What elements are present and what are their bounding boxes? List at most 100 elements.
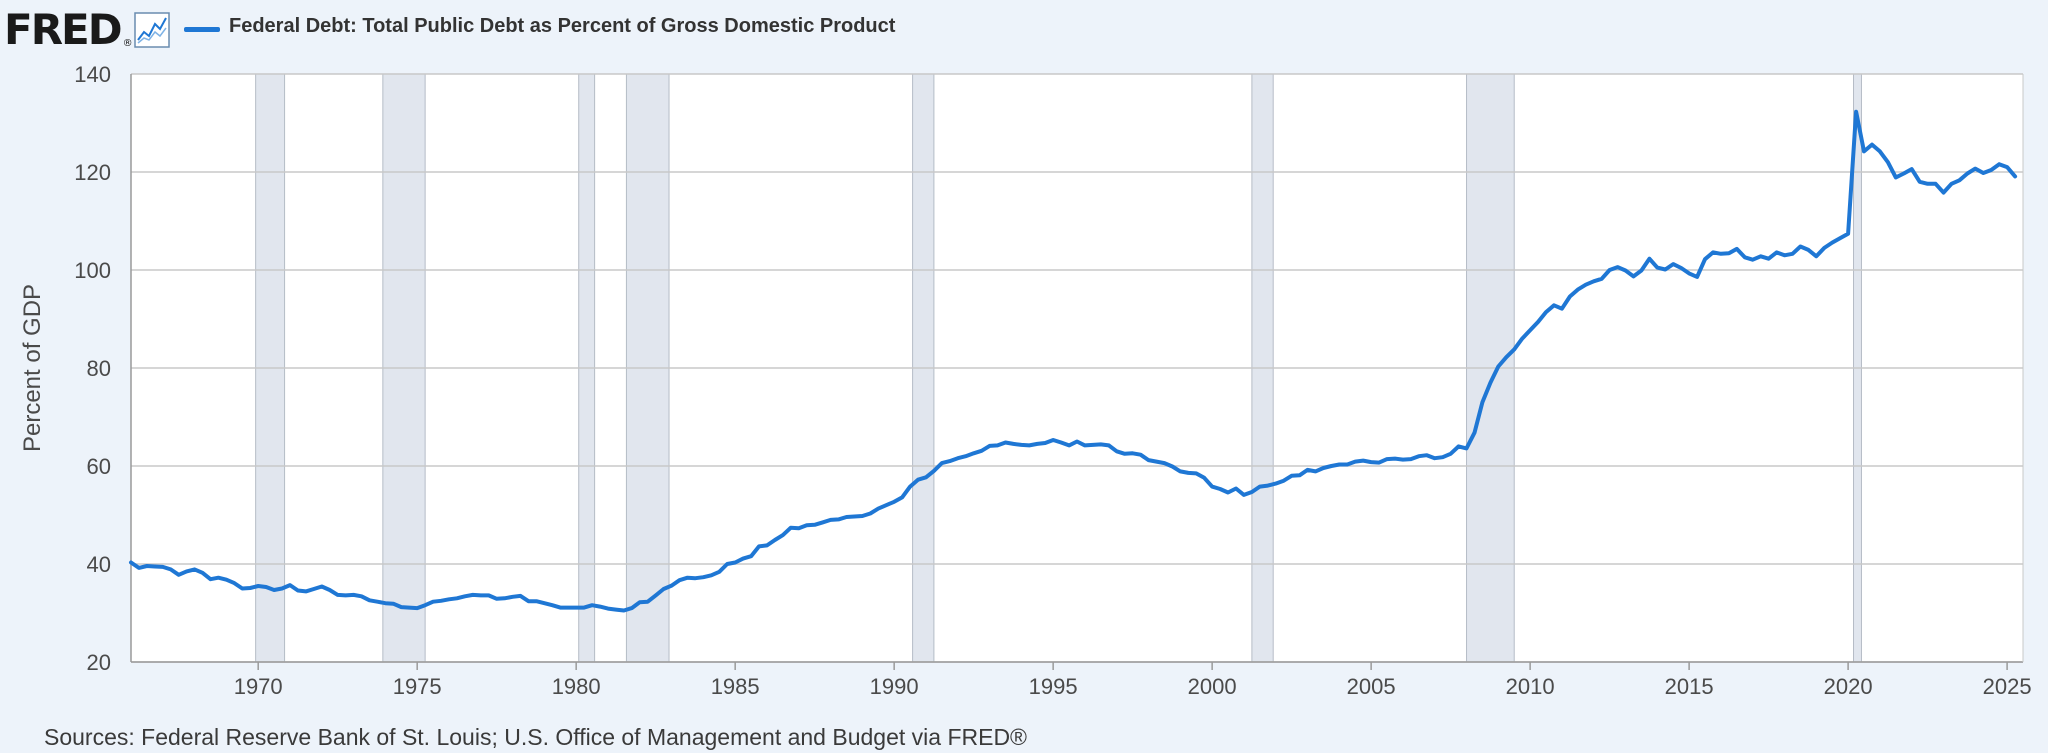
data-point: [471, 593, 475, 597]
data-point: [487, 594, 490, 597]
data-point: [1139, 453, 1142, 456]
y-tick-label: 80: [87, 356, 111, 381]
data-point: [185, 570, 188, 573]
data-point: [1393, 457, 1397, 460]
data-point: [773, 538, 777, 542]
data-point: [749, 554, 753, 558]
data-point: [1195, 472, 1198, 475]
data-point: [567, 606, 570, 609]
y-tick-label: 60: [87, 454, 111, 479]
data-point: [1409, 457, 1413, 461]
data-point: [280, 587, 284, 590]
data-point: [964, 455, 967, 458]
data-point: [1743, 256, 1746, 259]
fred-logo[interactable]: FRED ®: [4, 5, 133, 54]
data-point: [1202, 476, 1206, 479]
data-point: [1600, 277, 1603, 281]
data-point: [1433, 456, 1436, 460]
data-point: [1966, 172, 1969, 175]
data-point: [765, 544, 769, 547]
data-point: [1648, 257, 1651, 260]
data-point: [988, 444, 991, 448]
registered-mark: ®: [122, 38, 133, 49]
y-tick-label: 120: [74, 160, 111, 185]
data-point: [1910, 167, 1913, 171]
data-point: [980, 449, 983, 453]
data-point: [1234, 487, 1238, 490]
data-point: [694, 577, 697, 580]
data-point: [161, 565, 164, 569]
data-point: [1218, 487, 1222, 491]
data-point: [1783, 254, 1786, 257]
data-point: [1679, 266, 1683, 270]
data-point: [1616, 265, 1619, 269]
data-point: [678, 578, 681, 582]
data-point: [1990, 168, 1993, 172]
data-point: [813, 523, 816, 526]
data-point: [1369, 460, 1373, 464]
data-point: [1719, 252, 1723, 256]
data-point: [1568, 295, 1572, 298]
x-tick-label: 1985: [711, 674, 760, 699]
data-point: [153, 565, 157, 568]
data-point: [360, 595, 363, 598]
data-point: [1187, 471, 1190, 475]
data-point: [1918, 180, 1921, 183]
data-point: [1608, 268, 1611, 272]
data-point: [1513, 348, 1516, 351]
data-point: [1036, 442, 1039, 446]
data-point: [932, 469, 936, 473]
data-point: [1632, 275, 1635, 278]
data-point: [1672, 262, 1675, 266]
x-tick-label: 1995: [1029, 674, 1078, 699]
data-point: [400, 605, 403, 609]
data-point: [1886, 161, 1890, 164]
data-point: [447, 598, 451, 601]
data-point: [233, 581, 236, 585]
data-point: [431, 600, 435, 603]
y-tick-label: 140: [74, 62, 111, 87]
data-point: [861, 514, 864, 518]
data-point: [646, 600, 649, 603]
line-graph-icon[interactable]: [134, 12, 170, 48]
data-point: [1465, 447, 1468, 450]
data-point: [821, 521, 824, 524]
data-point: [479, 594, 482, 597]
data-point: [1361, 459, 1365, 462]
x-tick-label: 1970: [234, 674, 283, 699]
data-point: [1449, 452, 1452, 455]
data-point: [654, 594, 657, 597]
data-point: [1767, 257, 1770, 260]
x-tick-label: 1975: [393, 674, 442, 699]
data-point: [1489, 381, 1492, 384]
data-point: [1274, 482, 1277, 485]
data-point: [1059, 441, 1063, 444]
data-point: [439, 599, 443, 602]
data-point: [1584, 283, 1587, 286]
data-point: [1497, 365, 1500, 368]
data-point: [1258, 485, 1262, 488]
data-point: [1179, 470, 1182, 473]
data-point: [1536, 320, 1540, 324]
data-point: [1123, 452, 1126, 455]
x-tick-label: 1980: [552, 674, 601, 699]
data-point: [1711, 251, 1715, 254]
data-point: [1091, 443, 1095, 447]
data-point: [837, 518, 840, 521]
data-point: [1664, 268, 1667, 271]
series-title[interactable]: Federal Debt: Total Public Debt as Perce…: [229, 15, 896, 37]
data-point: [1926, 182, 1929, 185]
data-point: [1401, 458, 1405, 461]
data-point: [312, 587, 316, 591]
data-point: [916, 478, 920, 481]
data-point: [1099, 443, 1103, 446]
data-point: [535, 600, 538, 603]
data-point: [892, 500, 896, 503]
data-point: [511, 595, 514, 599]
data-point: [225, 578, 228, 581]
data-point: [2005, 165, 2009, 169]
data-point: [702, 576, 705, 579]
data-point: [1902, 172, 1905, 175]
data-point: [972, 452, 975, 455]
